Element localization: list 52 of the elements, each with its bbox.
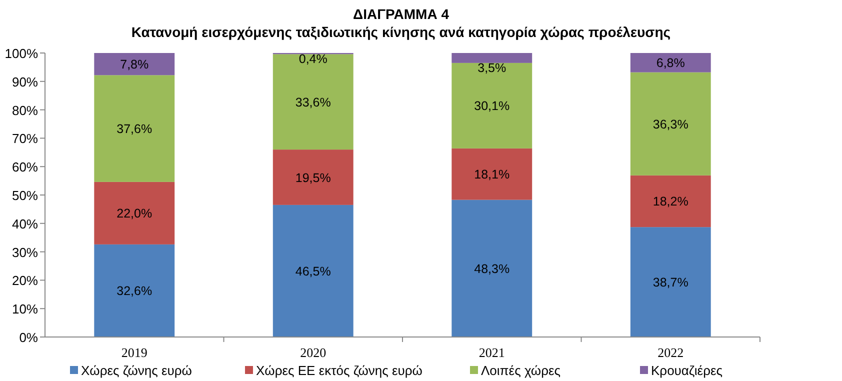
data-label: 3,5% bbox=[478, 60, 506, 75]
chart-subtitle: Κατανομή εισερχόμενης ταξιδιωτικής κίνησης ανά κατηγορία χώρας προέλευσης bbox=[131, 24, 671, 40]
bar bbox=[272, 150, 354, 205]
bar bbox=[94, 182, 175, 244]
y-tick-label: 90% bbox=[12, 74, 38, 90]
chart-title: ΔΙΑΓΡΑΜΜΑ 4 bbox=[353, 6, 450, 22]
bar bbox=[272, 54, 354, 150]
data-label: 0,4% bbox=[298, 52, 328, 66]
bar bbox=[630, 53, 711, 72]
data-label: 18,2% bbox=[652, 194, 688, 209]
x-tick-label: 2019 bbox=[121, 345, 148, 360]
legend-label: Κρουαζιέρες bbox=[651, 363, 723, 378]
y-tick-label: 40% bbox=[12, 216, 38, 232]
y-tick-label: 50% bbox=[12, 188, 38, 203]
data-label: 32,6% bbox=[116, 284, 152, 298]
x-tick-label: 2022 bbox=[658, 345, 684, 360]
bar bbox=[452, 53, 532, 63]
data-label: 19,5% bbox=[295, 170, 331, 185]
bar bbox=[630, 175, 711, 228]
y-tick-label: 100% bbox=[4, 46, 38, 61]
data-label: 18,1% bbox=[474, 168, 510, 182]
legend-label: Λοιπές χώρες bbox=[481, 363, 561, 378]
data-label: 33,6% bbox=[295, 95, 331, 110]
data-label: 37,6% bbox=[116, 122, 152, 136]
y-tick-label: 80% bbox=[12, 102, 38, 118]
data-label: 22,0% bbox=[116, 206, 152, 221]
legend-label: Χώρες ΕΕ εκτός ζώνης ευρώ bbox=[256, 363, 422, 378]
data-label: 46,5% bbox=[295, 264, 331, 278]
bar bbox=[630, 72, 711, 176]
y-tick-label: 60% bbox=[12, 160, 38, 175]
y-tick-label: 70% bbox=[12, 131, 38, 146]
bar bbox=[452, 148, 532, 200]
bar bbox=[94, 75, 175, 182]
data-label: 7,8% bbox=[120, 58, 149, 72]
y-tick-label: 0% bbox=[19, 330, 38, 345]
y-tick-label: 20% bbox=[12, 273, 38, 288]
data-label: 36,3% bbox=[652, 117, 688, 132]
x-tick-label: 2021 bbox=[478, 345, 505, 360]
data-label: 38,7% bbox=[652, 276, 688, 290]
data-label: 30,1% bbox=[474, 99, 510, 114]
data-label: 6,8% bbox=[656, 56, 685, 70]
bar bbox=[452, 200, 532, 337]
bar bbox=[452, 62, 532, 148]
y-tick-label: 10% bbox=[12, 302, 38, 317]
data-label: 48,3% bbox=[474, 262, 510, 276]
bar bbox=[94, 244, 175, 337]
bar bbox=[630, 227, 711, 337]
bar bbox=[272, 204, 354, 337]
legend-label: Χώρες ζώνης ευρώ bbox=[81, 363, 192, 378]
bar bbox=[94, 53, 175, 76]
x-tick-label: 2020 bbox=[300, 345, 326, 360]
y-tick-label: 30% bbox=[12, 244, 38, 260]
